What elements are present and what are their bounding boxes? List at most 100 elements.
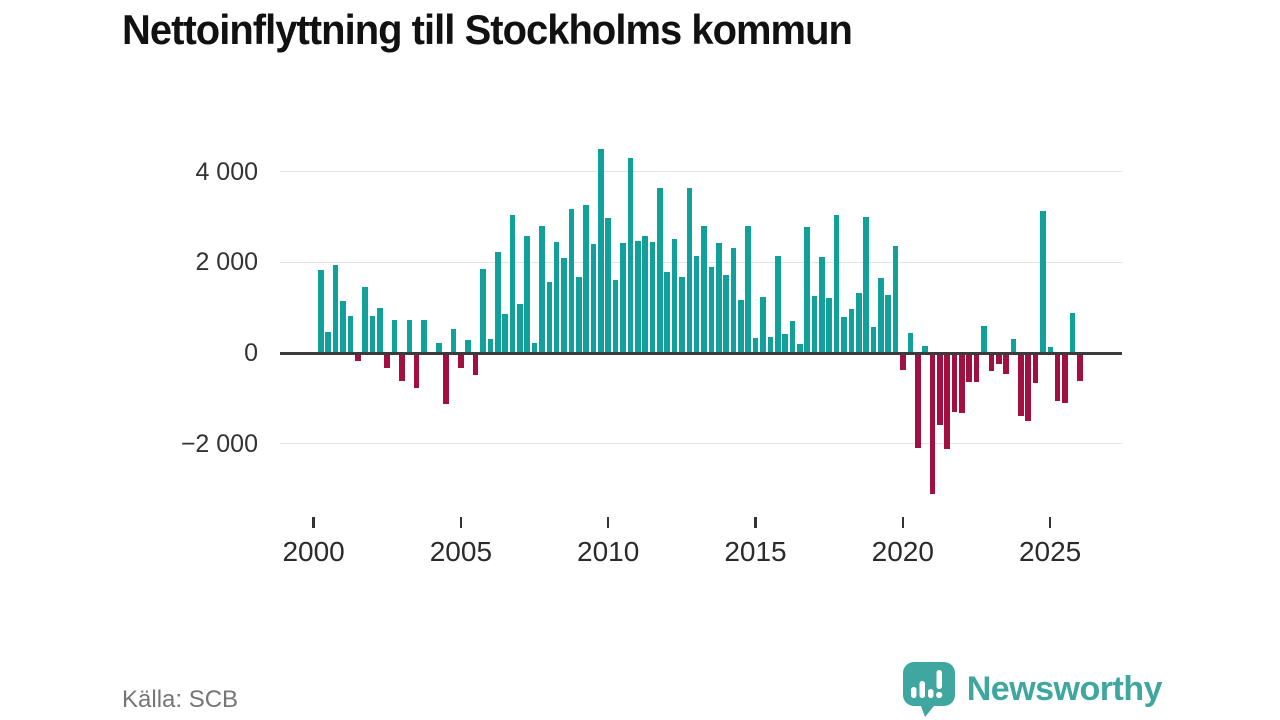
chart-bar-2001-q1 (347, 315, 354, 353)
chart-bar-2018-q4 (870, 327, 877, 353)
chart-bar-2019-q2 (885, 294, 892, 353)
chart-bar-2016-q1 (789, 321, 796, 353)
x-tick-mark (606, 517, 610, 528)
chart-bar-2011-q1 (642, 235, 648, 353)
zero-axis-line (280, 351, 1122, 355)
chart-bar-2025-q3 (1069, 313, 1076, 353)
chart-bar-2010-q4 (634, 240, 641, 353)
chart-bar-2004-q2 (443, 353, 449, 404)
x-tick-label: 2020 (871, 536, 934, 567)
chart-bar-2012-q3 (686, 187, 693, 353)
chart-bar-2011-q3 (657, 187, 663, 353)
chart-bar-2025-q4 (1077, 353, 1083, 382)
chart-bar-2025-q1 (1054, 353, 1061, 402)
chart-bar-2019-q1 (878, 278, 884, 353)
chart-bar-2003-q3 (421, 319, 427, 353)
chart-bar-2015-q4 (782, 333, 788, 353)
chart-bar-2004-q3 (450, 328, 457, 353)
chart-bar-2010-q3 (627, 157, 634, 353)
chart-bar-2012-q2 (679, 277, 685, 353)
chart-bar-2002-q4 (399, 353, 405, 381)
chart-bar-2014-q3 (745, 226, 752, 353)
chart-bar-2011-q2 (649, 241, 656, 353)
chart-bar-2006-q2 (502, 313, 508, 353)
gridline (280, 261, 1122, 264)
newsworthy-logo: Newsworthy (901, 660, 1163, 718)
chart-bar-2007-q1 (524, 235, 530, 353)
chart-bar-2014-q1 (730, 247, 737, 353)
x-tick-label: 2015 (724, 536, 787, 567)
chart-bar-2007-q2 (531, 342, 538, 353)
chart-bar-2024-q1 (1025, 353, 1032, 422)
chart-bar-2000-q2 (325, 332, 332, 353)
chart-bar-2004-q1 (435, 343, 442, 353)
chart-bar-2006-q3 (509, 214, 516, 353)
chart-bar-2005-q1 (465, 339, 472, 353)
plot-area (280, 130, 1122, 510)
chart-bar-2013-q4 (723, 274, 729, 353)
chart-bar-2000-q1 (318, 270, 324, 353)
chart-bar-2004-q4 (458, 353, 464, 368)
chart-bar-2001-q3 (362, 287, 368, 353)
chart-bar-2005-q3 (480, 269, 486, 353)
chart-bar-2017-q1 (819, 256, 825, 353)
chart-bar-2008-q2 (561, 257, 567, 353)
chart-bar-2002-q3 (391, 319, 398, 353)
chart-bar-2017-q3 (833, 214, 840, 353)
chart-bar-2023-q1 (995, 353, 1002, 365)
chart-bar-2016-q4 (811, 295, 818, 353)
chart-bar-2000-q4 (340, 300, 346, 353)
chart-bar-2012-q4 (693, 255, 700, 353)
chart-bar-2009-q1 (583, 205, 589, 353)
x-tick-label: 2005 (429, 536, 493, 567)
chart-bar-2021-q2 (944, 353, 950, 450)
chart-bar-2023-q2 (1003, 353, 1009, 374)
y-tick-label: 0 (244, 339, 258, 367)
chart-bar-2009-q2 (590, 243, 597, 353)
chart-bar-2015-q1 (760, 297, 766, 353)
gridline (280, 442, 1122, 445)
chart-bar-2020-q3 (922, 345, 928, 353)
chart-bar-2014-q4 (752, 338, 759, 353)
chart-bar-2009-q4 (605, 218, 612, 353)
x-tick-label: 2025 (1018, 536, 1082, 567)
chart-bar-2009-q3 (598, 148, 604, 353)
chart-bar-2022-q2 (973, 353, 980, 383)
x-tick-label: 2010 (577, 536, 640, 567)
chart-bar-2020-q2 (914, 353, 921, 449)
chart-bar-2007-q3 (539, 226, 545, 353)
x-tick-mark (459, 517, 463, 528)
chart-bar-2022-q3 (981, 326, 987, 353)
chart-bar-2024-q2 (1032, 353, 1039, 383)
y-tick-label: 4 000 (195, 157, 258, 186)
chart-bar-2019-q4 (900, 353, 906, 370)
chart-bar-2018-q1 (848, 309, 855, 353)
chart-bar-2010-q1 (612, 280, 619, 353)
chart-bar-2018-q3 (863, 216, 869, 353)
chart-bar-2012-q1 (671, 238, 678, 353)
chart-bar-2014-q2 (738, 299, 744, 353)
chart-bar-2000-q3 (332, 265, 339, 353)
chart-bar-2010-q2 (620, 242, 626, 353)
chart-bar-2002-q1 (377, 307, 383, 353)
chart-bar-2008-q3 (568, 208, 575, 353)
chart-bar-2025-q2 (1062, 353, 1068, 403)
chart-bar-2020-q1 (907, 332, 914, 353)
chart-bar-2005-q4 (487, 338, 494, 353)
page-title: Nettoinflyttning till Stockholms kommun (122, 6, 853, 53)
gridline (280, 170, 1122, 173)
chart-bar-2024-q4 (1047, 347, 1054, 353)
chart-bar-2002-q2 (384, 353, 390, 368)
chart-bar-2008-q1 (553, 241, 560, 353)
chart-bar-2011-q4 (664, 271, 670, 353)
chart-bar-2022-q4 (988, 353, 995, 371)
chart-bar-2017-q2 (826, 297, 833, 353)
x-axis: 2000 2005 2010 2015 2020 2025 (280, 514, 1122, 578)
chart-bar-2005-q2 (472, 353, 479, 375)
chart-bar-2003-q2 (413, 353, 420, 388)
x-tick-mark (754, 517, 757, 528)
chart-bar-2021-q1 (937, 353, 943, 425)
chart-bar-2016-q3 (804, 226, 810, 353)
chart-bar-2013-q2 (708, 267, 715, 353)
chart-bar-2006-q1 (494, 251, 501, 353)
